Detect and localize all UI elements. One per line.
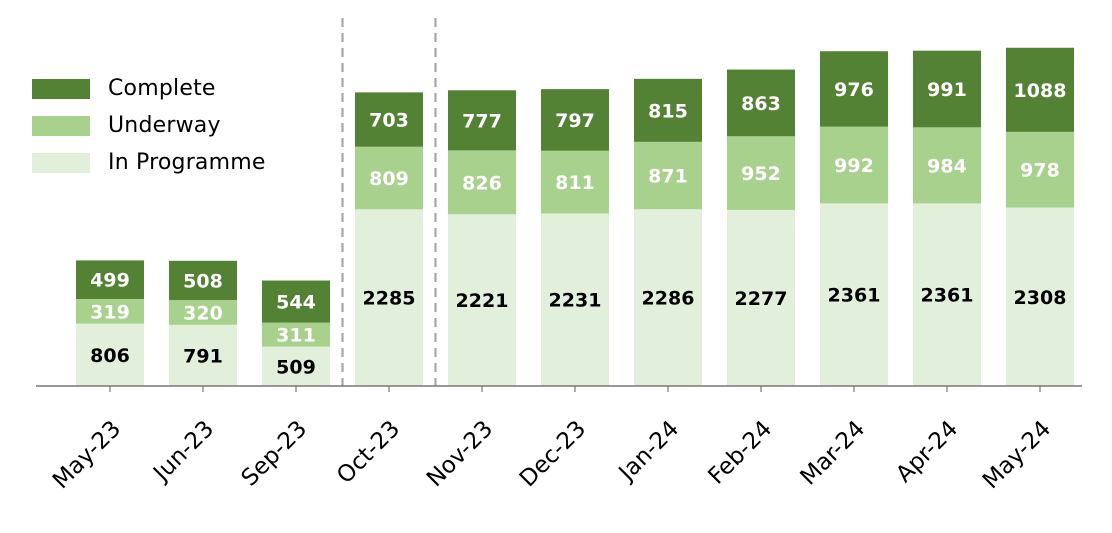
bar-segment-complete-may-24	[1006, 47, 1074, 132]
data-label-underway-sep-23: 311	[276, 325, 316, 347]
data-label-underway-may-24: 978	[1020, 160, 1060, 182]
x-tick-label-sep-23: Sep-23	[237, 416, 313, 492]
data-label-in-programme-oct-23: 2285	[363, 288, 416, 310]
bar-segment-in-programme-may-23	[76, 323, 144, 386]
data-label-complete-feb-24: 863	[741, 93, 781, 115]
bar-segment-complete-apr-24	[913, 50, 981, 128]
x-tick-label-jun-23: Jun-23	[147, 416, 219, 488]
bar-segment-underway-feb-24	[727, 136, 795, 210]
bar-segment-underway-jan-24	[634, 141, 702, 210]
data-label-complete-nov-23: 777	[462, 110, 502, 132]
legend-item-complete: Complete	[32, 70, 266, 107]
bar-segment-complete-feb-24	[727, 69, 795, 137]
chart-legend: Complete Underway In Programme	[32, 70, 266, 181]
data-label-underway-nov-23: 826	[462, 172, 502, 194]
bar-segment-in-programme-mar-24	[820, 203, 888, 386]
bar-segment-underway-sep-23	[262, 322, 330, 347]
bar-segment-in-programme-may-24	[1006, 207, 1074, 386]
legend-item-in-programme: In Programme	[32, 144, 266, 181]
bar-segment-underway-may-23	[76, 299, 144, 324]
legend-swatch-complete	[32, 78, 90, 99]
bar-segment-complete-nov-23	[448, 90, 516, 151]
data-label-in-programme-jan-24: 2286	[642, 288, 695, 310]
bar-segment-complete-may-23	[76, 260, 144, 299]
bar-segment-in-programme-apr-24	[913, 203, 981, 386]
bar-segment-underway-oct-23	[355, 146, 423, 210]
bar-segment-complete-mar-24	[820, 51, 888, 127]
data-label-in-programme-may-23: 806	[90, 345, 130, 367]
data-label-complete-dec-23: 797	[555, 110, 595, 132]
data-label-in-programme-mar-24: 2361	[828, 285, 881, 307]
bar-segment-complete-sep-23	[262, 280, 330, 323]
bar-segment-complete-oct-23	[355, 92, 423, 147]
data-label-underway-mar-24: 992	[834, 155, 874, 177]
data-label-complete-oct-23: 703	[369, 110, 409, 132]
bar-segment-in-programme-dec-23	[541, 213, 609, 386]
x-tick-label-apr-24: Apr-24	[891, 416, 963, 488]
x-tick-label-jan-24: Jan-24	[613, 416, 684, 487]
data-label-in-programme-nov-23: 2221	[456, 290, 509, 312]
data-label-complete-apr-24: 991	[927, 79, 967, 101]
data-label-complete-jan-24: 815	[648, 100, 688, 122]
bar-segment-complete-jan-24	[634, 78, 702, 142]
bar-segment-in-programme-oct-23	[355, 209, 423, 386]
data-label-complete-may-23: 499	[90, 270, 130, 292]
data-label-complete-may-24: 1088	[1014, 80, 1067, 102]
data-label-complete-jun-23: 508	[183, 270, 223, 292]
data-label-in-programme-feb-24: 2277	[735, 288, 788, 310]
bar-segment-complete-jun-23	[169, 260, 237, 301]
x-tick-label-may-24: May-24	[978, 416, 1056, 494]
bar-segment-underway-dec-23	[541, 150, 609, 214]
x-tick-label-dec-23: Dec-23	[515, 416, 591, 492]
data-label-underway-oct-23: 809	[369, 168, 409, 190]
x-tick-label-may-23: May-23	[48, 416, 126, 494]
data-label-in-programme-sep-23: 509	[276, 356, 316, 378]
bar-segment-in-programme-jan-24	[634, 209, 702, 386]
x-tick-label-feb-24: Feb-24	[703, 416, 777, 490]
data-label-complete-mar-24: 976	[834, 79, 874, 101]
data-label-underway-feb-24: 952	[741, 163, 781, 185]
data-label-underway-jun-23: 320	[183, 302, 223, 324]
data-label-in-programme-apr-24: 2361	[921, 285, 974, 307]
x-tick-label-nov-23: Nov-23	[422, 416, 498, 492]
bar-segment-in-programme-sep-23	[262, 346, 330, 386]
legend-item-underway: Underway	[32, 107, 266, 144]
legend-swatch-underway	[32, 115, 90, 136]
bar-segment-underway-mar-24	[820, 126, 888, 204]
legend-label-underway: Underway	[108, 113, 221, 138]
data-label-underway-may-23: 319	[90, 301, 130, 323]
bar-segment-underway-nov-23	[448, 150, 516, 215]
data-label-underway-apr-24: 984	[927, 155, 967, 177]
data-label-in-programme-dec-23: 2231	[549, 290, 602, 312]
x-tick-label-oct-23: Oct-23	[332, 416, 405, 489]
data-label-underway-jan-24: 871	[648, 166, 688, 188]
data-label-underway-dec-23: 811	[555, 172, 595, 194]
bar-segment-in-programme-feb-24	[727, 209, 795, 386]
x-tick-label-mar-24: Mar-24	[796, 416, 871, 491]
legend-swatch-in-programme	[32, 152, 90, 173]
bar-segment-underway-jun-23	[169, 300, 237, 325]
bar-segment-underway-apr-24	[913, 127, 981, 204]
data-label-in-programme-jun-23: 791	[183, 345, 223, 367]
bar-segment-in-programme-nov-23	[448, 214, 516, 386]
data-label-complete-sep-23: 544	[276, 292, 316, 314]
legend-label-complete: Complete	[108, 76, 216, 101]
legend-label-in-programme: In Programme	[108, 150, 266, 175]
bar-segment-underway-may-24	[1006, 131, 1074, 208]
data-label-in-programme-may-24: 2308	[1014, 287, 1067, 309]
bar-segment-complete-dec-23	[541, 89, 609, 151]
bar-segment-in-programme-jun-23	[169, 324, 237, 386]
